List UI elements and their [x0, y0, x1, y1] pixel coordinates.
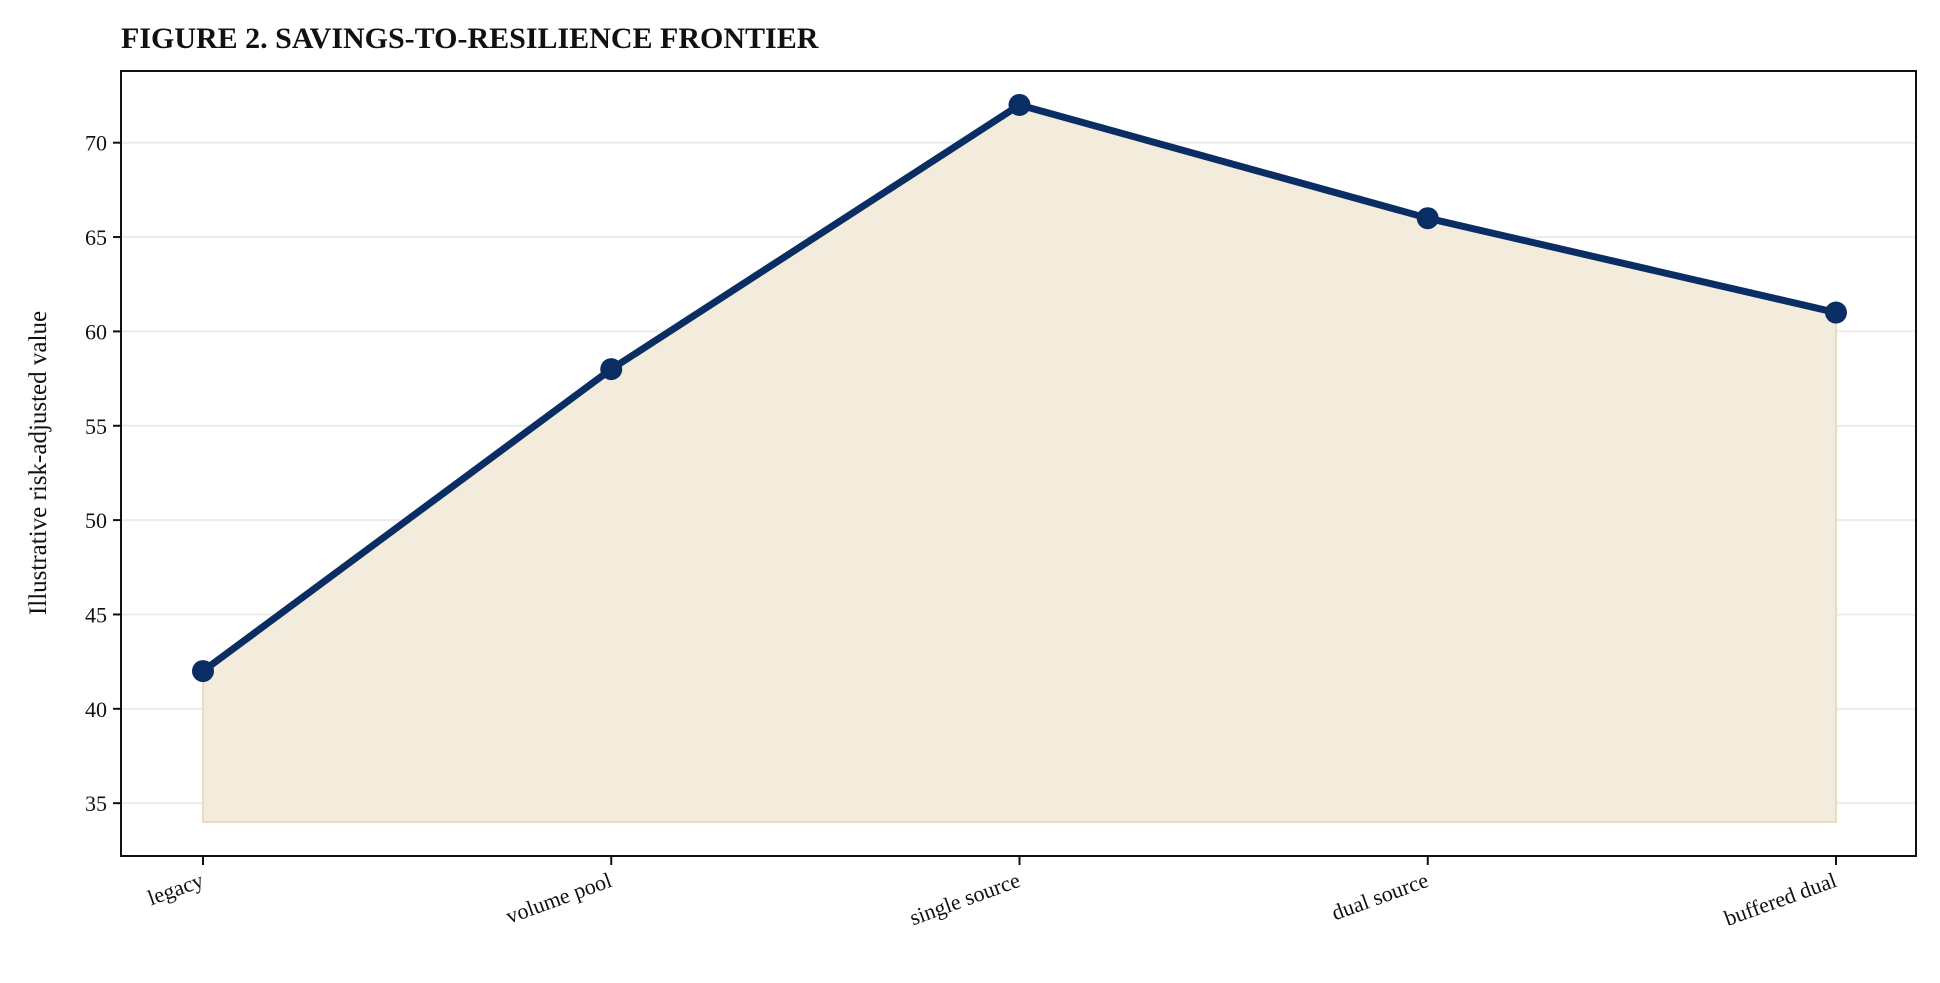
data-point [192, 660, 214, 683]
y-tick-label: 45 [85, 602, 107, 627]
y-tick-label: 35 [85, 791, 107, 816]
y-tick-label: 65 [85, 225, 107, 250]
y-axis-label: Illustrative risk-adjusted value [25, 311, 52, 615]
y-tick-label: 60 [85, 319, 107, 344]
data-point [1825, 301, 1847, 324]
data-point [1416, 207, 1439, 230]
x-tick-label: legacy [144, 867, 206, 910]
x-axis-ticks: legacy volume pool single source dual sourc… [144, 856, 1840, 931]
y-tick-label: 40 [85, 697, 107, 722]
y-tick-label: 70 [85, 131, 107, 156]
y-tick-label: 50 [85, 508, 107, 533]
data-point [600, 358, 623, 381]
data-point [1008, 93, 1031, 116]
x-tick-label: single source [906, 867, 1023, 930]
area-shape [202, 103, 1837, 824]
y-axis-ticks: 35 40 45 50 55 60 65 70 [85, 131, 121, 816]
x-tick-label: buffered dual [1721, 867, 1840, 931]
y-tick-label: 55 [85, 414, 107, 439]
data-points [192, 93, 1847, 683]
area-fill [202, 103, 1837, 824]
x-tick-label: dual source [1328, 867, 1431, 925]
x-tick-label: volume pool [502, 867, 614, 928]
chart-title: FIGURE 2. SAVINGS-TO-RESILIENCE FRONTIER [121, 22, 819, 55]
